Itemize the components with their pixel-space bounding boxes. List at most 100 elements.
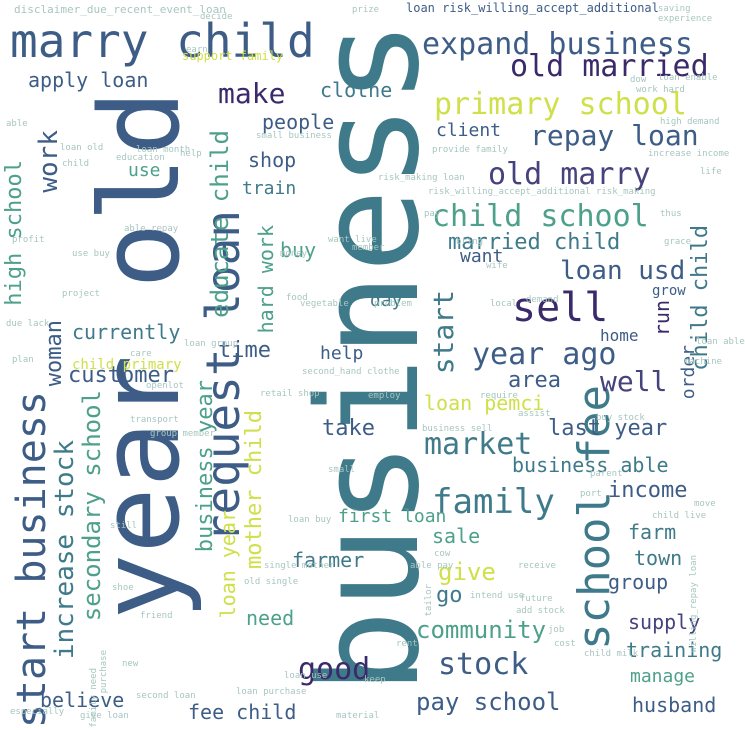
word-employ: employ bbox=[368, 391, 401, 401]
word-small-business: small business bbox=[256, 131, 332, 141]
word-able-repay: able repay bbox=[124, 224, 179, 234]
word-secondary-school: secondary school bbox=[78, 390, 106, 622]
word-mother-child: mother child bbox=[242, 410, 267, 569]
word-local: local bbox=[490, 299, 518, 309]
word-loan-purchase: loan purchase bbox=[236, 687, 307, 697]
word-town: town bbox=[634, 546, 683, 570]
word-clothe: clothe bbox=[320, 78, 393, 102]
word-project: project bbox=[62, 289, 100, 299]
word-married-child: married child bbox=[448, 230, 621, 255]
word-earn: earn bbox=[186, 45, 208, 55]
word-loan-able: loan able bbox=[696, 337, 745, 347]
word-repay-loan: repay loan bbox=[530, 119, 699, 152]
word-run: run bbox=[650, 300, 674, 337]
word-time: time bbox=[218, 338, 271, 363]
word-plan: plan bbox=[12, 355, 34, 365]
word-education: education bbox=[116, 153, 165, 163]
word-second-loan: second loan bbox=[136, 691, 196, 701]
word-rent: rent bbox=[396, 639, 418, 649]
word-help: help bbox=[180, 149, 202, 159]
word-especially: especially bbox=[10, 707, 65, 717]
word-retail-shop: retail shop bbox=[260, 389, 320, 399]
word-sale: sale bbox=[432, 524, 481, 548]
word-shop: shop bbox=[248, 148, 297, 172]
word-able: able bbox=[6, 119, 28, 129]
word-grow: grow bbox=[652, 283, 686, 299]
word-loan-group: loan group bbox=[184, 339, 239, 349]
word-life: life bbox=[700, 167, 722, 177]
word-use: use bbox=[128, 160, 161, 181]
word-thus: thus bbox=[660, 209, 682, 219]
word-member: member bbox=[352, 243, 385, 253]
word-business-sell: business sell bbox=[422, 424, 493, 434]
word-area: area bbox=[508, 368, 561, 393]
word-year-ago: year ago bbox=[472, 337, 617, 372]
word-due-lack: due lack bbox=[6, 319, 50, 329]
word-people: people bbox=[262, 110, 335, 134]
word-second-hand-clothe: second_hand clothe bbox=[302, 367, 400, 377]
word-sell: sell bbox=[512, 285, 609, 331]
word-use-buy: use buy bbox=[72, 249, 110, 259]
word-child: child bbox=[62, 159, 90, 169]
word-decide: decide bbox=[200, 12, 233, 22]
word-pay: pay bbox=[424, 209, 441, 219]
word-loan-month: loan month bbox=[136, 145, 191, 155]
word-help: help bbox=[320, 343, 364, 364]
word-husband: husband bbox=[632, 693, 717, 717]
word-material: material bbox=[336, 711, 380, 721]
word-go: go bbox=[436, 583, 463, 608]
word-profit: profit bbox=[12, 235, 45, 245]
word-give: give bbox=[438, 558, 496, 586]
word-start: start bbox=[427, 290, 460, 375]
word-group: group bbox=[608, 570, 669, 594]
word-supply: supply bbox=[628, 610, 701, 634]
word-bring: bring bbox=[456, 237, 484, 247]
word-disclaimer-due-recent-event-loan: disclaimer_due_recent_event_loan bbox=[14, 3, 226, 16]
word-require: require bbox=[480, 391, 518, 401]
word-give-loan: give loan bbox=[80, 711, 129, 721]
word-support-family: support family bbox=[182, 49, 284, 63]
word-risk-making-loan: risk_making loan bbox=[378, 173, 465, 183]
word-willing-repay-loan: willing_repay loan bbox=[689, 555, 699, 653]
word-money: money bbox=[280, 249, 308, 259]
word-market: market bbox=[424, 427, 533, 462]
word-woman: woman bbox=[42, 320, 67, 387]
word-prize: prize bbox=[352, 5, 380, 15]
word-loan-pemci: loan pemci bbox=[424, 391, 545, 415]
word-keep: keep bbox=[364, 675, 386, 685]
word-day: day bbox=[370, 290, 403, 311]
word-experience: experience bbox=[658, 14, 713, 24]
word-want-live: want live bbox=[328, 235, 377, 245]
word-still: still bbox=[110, 521, 138, 531]
word-fee-child: fee child bbox=[188, 700, 297, 724]
word-family-need: family need bbox=[89, 668, 99, 728]
word-loan-old: loan old bbox=[60, 143, 104, 153]
word-need: need bbox=[246, 606, 295, 630]
word-increase-stock: increase stock bbox=[50, 440, 80, 660]
word-make: make bbox=[218, 77, 286, 110]
word-train: train bbox=[242, 178, 297, 199]
word-educate-child: educate child bbox=[206, 130, 234, 318]
word-shoe: shoe bbox=[112, 583, 134, 593]
word-child-live: child live bbox=[652, 511, 707, 521]
word-old-marry: old marry bbox=[488, 157, 651, 192]
word-port: port bbox=[580, 489, 602, 499]
word-saving: saving bbox=[658, 4, 691, 14]
word-work: work bbox=[34, 130, 64, 193]
word-move: move bbox=[694, 499, 716, 509]
word-demand: demand bbox=[526, 295, 559, 305]
word-small: small bbox=[328, 465, 356, 475]
word-single-mother: single mother bbox=[264, 561, 335, 571]
word-expand-business: expand business bbox=[422, 27, 693, 62]
word-want: want bbox=[460, 246, 504, 267]
word-order: order bbox=[678, 345, 699, 400]
word-able-pay: able pay bbox=[410, 561, 454, 571]
word-good: good bbox=[298, 652, 371, 687]
word-loan-use: loan use bbox=[284, 671, 328, 681]
word-loan-enable: loan enable bbox=[658, 73, 718, 83]
word-income: income bbox=[608, 478, 688, 503]
word-old-single: old single bbox=[244, 577, 299, 587]
word-add-stock: add stock bbox=[516, 606, 565, 616]
word-community: community bbox=[416, 616, 547, 644]
